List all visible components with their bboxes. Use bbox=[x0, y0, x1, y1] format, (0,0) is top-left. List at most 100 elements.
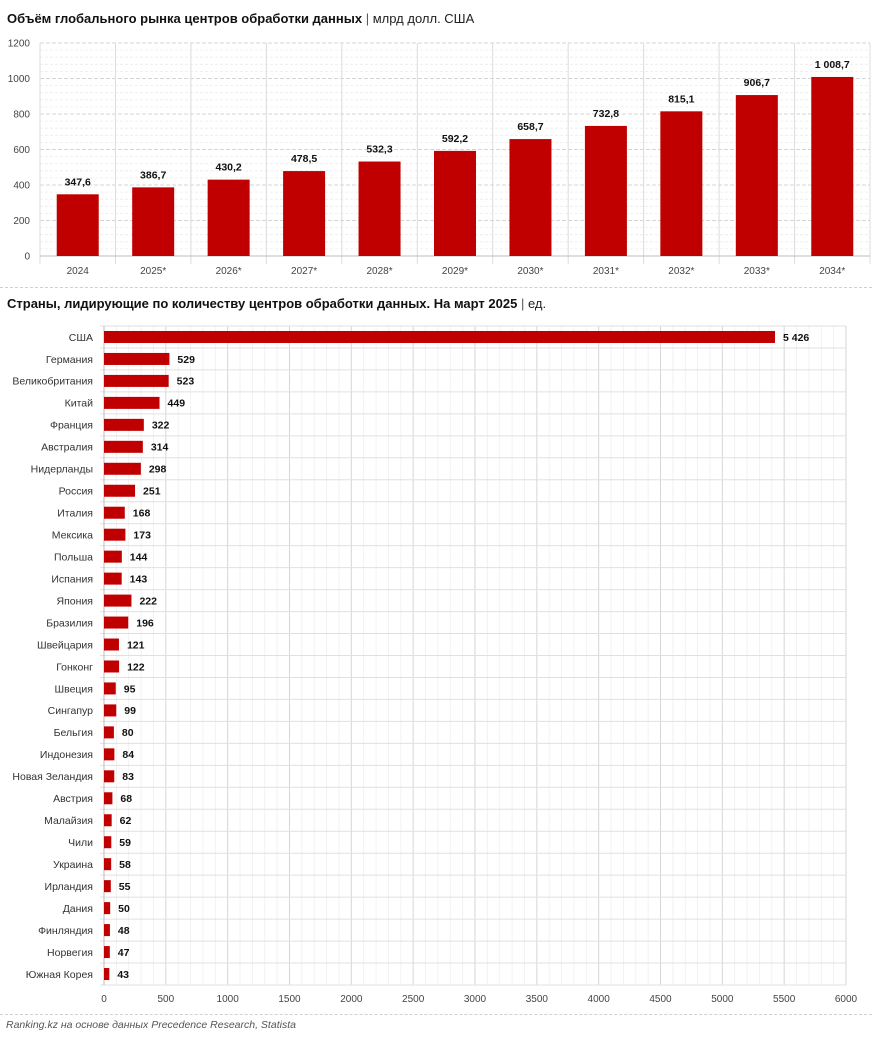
bar-value-label: 143 bbox=[130, 573, 148, 585]
footer-separator bbox=[0, 1014, 872, 1015]
x-tick-label: 1000 bbox=[217, 994, 240, 1005]
x-tick-label: 5500 bbox=[773, 994, 796, 1005]
country-label: Дания bbox=[63, 903, 93, 915]
bar-Испания bbox=[104, 572, 122, 585]
x-tick-label: 2033* bbox=[744, 266, 770, 277]
y-tick-label: 0 bbox=[24, 252, 30, 263]
bar-Китай bbox=[104, 396, 160, 409]
bar-Швеция bbox=[104, 682, 116, 695]
x-tick-label: 2032* bbox=[668, 266, 694, 277]
bar-Малайзия bbox=[104, 814, 112, 827]
x-tick-label: 4500 bbox=[649, 994, 672, 1005]
x-tick-label: 2034* bbox=[819, 266, 845, 277]
bar-value-label: 144 bbox=[130, 551, 148, 563]
bar-Ирландия bbox=[104, 880, 111, 893]
bar-value-label: 83 bbox=[122, 771, 134, 783]
x-tick-label: 3000 bbox=[464, 994, 487, 1005]
bar-2025* bbox=[132, 187, 175, 256]
country-label: Швеция bbox=[55, 683, 94, 695]
x-tick-label: 3500 bbox=[526, 994, 549, 1005]
bar-Польша bbox=[104, 550, 122, 563]
bar-value-label: 478,5 bbox=[291, 153, 317, 165]
country-label: Индонезия bbox=[40, 749, 93, 761]
country-label: Бразилия bbox=[46, 617, 93, 629]
bar-value-label: 658,7 bbox=[517, 121, 543, 133]
bar-Нидерланды bbox=[104, 462, 141, 475]
bar-Украина bbox=[104, 858, 112, 871]
x-tick-label: 4000 bbox=[588, 994, 611, 1005]
x-tick-label: 0 bbox=[101, 994, 107, 1005]
bar-value-label: 95 bbox=[124, 683, 136, 695]
bar-value-label: 80 bbox=[122, 727, 134, 739]
bar-value-label: 196 bbox=[136, 617, 154, 629]
bar-value-label: 59 bbox=[119, 837, 131, 849]
x-tick-label: 2030* bbox=[517, 266, 543, 277]
x-tick-label: 5000 bbox=[711, 994, 734, 1005]
country-label: Финляндия bbox=[38, 925, 93, 937]
country-label: Украина bbox=[53, 859, 93, 871]
country-label: Нидерланды bbox=[31, 464, 93, 476]
bar-Сингапур bbox=[104, 704, 117, 717]
bar-value-label: 122 bbox=[127, 661, 145, 673]
country-label: Новая Зеландия bbox=[12, 771, 93, 783]
bar-value-label: 84 bbox=[122, 749, 134, 761]
y-tick-label: 1200 bbox=[8, 39, 31, 50]
country-label: Сингапур bbox=[48, 705, 94, 717]
bar-Индонезия bbox=[104, 748, 115, 761]
bar-value-label: 222 bbox=[139, 595, 157, 607]
bar-value-label: 50 bbox=[118, 903, 130, 915]
country-label: Мексика bbox=[52, 529, 93, 541]
bar-value-label: 298 bbox=[149, 464, 167, 476]
bar-Бельгия bbox=[104, 726, 114, 739]
bar-value-label: 251 bbox=[143, 486, 161, 498]
x-tick-label: 2031* bbox=[593, 266, 619, 277]
bar-Новая Зеландия bbox=[104, 770, 115, 783]
x-tick-label: 500 bbox=[157, 994, 174, 1005]
bar-Швейцария bbox=[104, 638, 119, 651]
bar-value-label: 47 bbox=[118, 947, 130, 959]
x-tick-label: 2000 bbox=[340, 994, 363, 1005]
x-tick-label: 2025* bbox=[140, 266, 166, 277]
bar-value-label: 99 bbox=[124, 705, 136, 717]
bar-value-label: 43 bbox=[117, 969, 129, 981]
x-tick-label: 2026* bbox=[216, 266, 242, 277]
bar-Финляндия bbox=[104, 924, 110, 937]
country-label: США bbox=[69, 332, 93, 344]
country-label: Австралия bbox=[41, 442, 93, 454]
bar-value-label: 62 bbox=[120, 815, 132, 827]
bar-value-label: 523 bbox=[177, 376, 195, 388]
bar-2033* bbox=[735, 95, 778, 256]
bar-value-label: 529 bbox=[177, 354, 195, 366]
bar-2024 bbox=[56, 194, 99, 256]
country-label: Италия bbox=[57, 508, 93, 520]
bar-value-label: 532,3 bbox=[366, 144, 392, 156]
country-label: Россия bbox=[59, 486, 93, 498]
bar-2029* bbox=[434, 150, 476, 256]
bar-value-label: 68 bbox=[120, 793, 132, 805]
y-tick-label: 800 bbox=[13, 110, 30, 121]
country-label: Ирландия bbox=[45, 881, 93, 893]
y-tick-label: 600 bbox=[13, 145, 30, 156]
bar-value-label: 430,2 bbox=[215, 162, 241, 174]
bar-Норвегия bbox=[104, 946, 110, 959]
bar-Италия bbox=[104, 506, 125, 519]
bar-value-label: 906,7 bbox=[744, 77, 770, 89]
bar-Великобритания bbox=[104, 374, 169, 387]
bar-value-label: 48 bbox=[118, 925, 130, 937]
bar-value-label: 5 426 bbox=[783, 332, 809, 344]
chart-separator bbox=[0, 287, 872, 288]
bar-Австралия bbox=[104, 440, 143, 453]
bar-value-label: 815,1 bbox=[668, 93, 694, 105]
bar-value-label: 449 bbox=[168, 398, 186, 410]
bar-Мексика bbox=[104, 528, 126, 541]
bar-value-label: 168 bbox=[133, 508, 151, 520]
bar-value-label: 592,2 bbox=[442, 133, 468, 145]
bar-value-label: 121 bbox=[127, 639, 145, 651]
bar-Чили bbox=[104, 836, 112, 849]
bar-2034* bbox=[811, 76, 854, 256]
chart1-title: Объём глобального рынка центров обработк… bbox=[7, 11, 475, 26]
x-tick-label: 2500 bbox=[402, 994, 425, 1005]
bar-Россия bbox=[104, 484, 136, 497]
country-label: Испания bbox=[51, 573, 93, 585]
